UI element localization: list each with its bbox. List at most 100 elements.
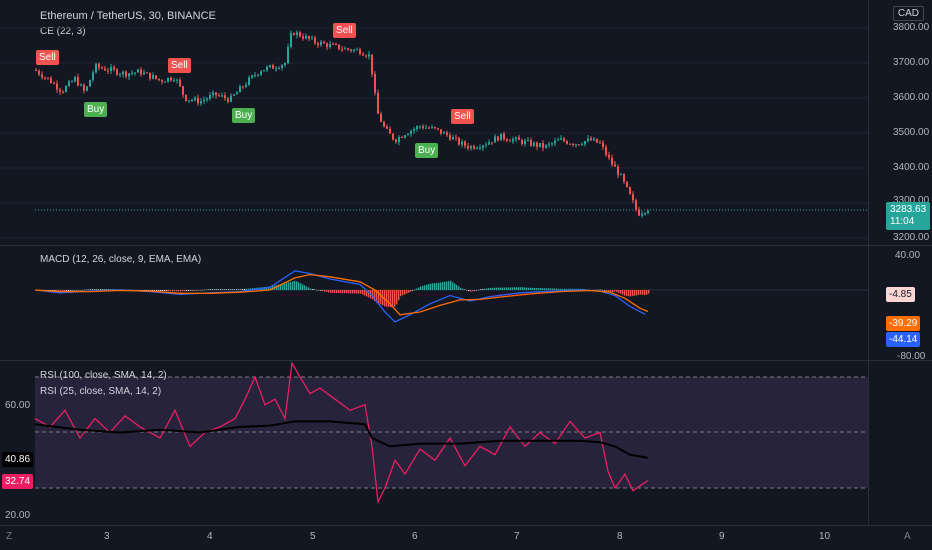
macd-hist-bar (70, 290, 72, 291)
signal-sell[interactable]: Sell (168, 58, 191, 73)
candle-body (395, 139, 397, 143)
macd-hist-bar (242, 289, 244, 290)
symbol-title[interactable]: Ethereum / TetherUS, 30, BINANCE (40, 10, 216, 22)
macd-hist-bar (436, 282, 438, 290)
candle-body (638, 209, 640, 216)
macd-hist-bar (330, 290, 332, 293)
macd-hist-bar (328, 290, 330, 293)
candle-body (377, 92, 379, 114)
macd-hist-bar (444, 281, 446, 290)
macd-hist-bar (350, 290, 352, 294)
macd-title[interactable]: MACD (12, 26, close, 9, EMA, EMA) (40, 254, 202, 265)
macd-hist-bar (358, 290, 360, 294)
macd-hist-bar (542, 288, 544, 290)
candle-body (635, 200, 637, 210)
macd-hist-bar (180, 290, 182, 292)
macd-hist-bar (278, 284, 280, 290)
signal-sell[interactable]: Sell (333, 23, 356, 38)
candle-body (80, 84, 82, 86)
candles-group (35, 30, 649, 218)
macd-hist-bar (206, 289, 208, 291)
candle-body (59, 89, 61, 92)
macd-hist-bar (404, 290, 406, 295)
candle-body (170, 77, 172, 81)
candle-body (230, 95, 232, 102)
macd-hist-bar (516, 287, 518, 290)
macd-hist-bar (488, 288, 490, 290)
macd-hist-bar (98, 289, 100, 290)
candle-body (542, 142, 544, 148)
time-label: 10 (819, 531, 831, 542)
macd-hist-bar (88, 289, 90, 290)
macd-hist-bar (90, 289, 92, 290)
timezone-toggle[interactable]: Z (6, 531, 13, 542)
rsi100-title[interactable]: RSI (100, close, SMA, 14, 2) (40, 370, 167, 381)
candle-body (305, 35, 307, 39)
macd-hist-bar (412, 290, 414, 291)
macd-hist-bar (528, 287, 530, 290)
candle-body (368, 54, 370, 57)
macd-hist-bar (390, 290, 392, 308)
macd-hist-bar (108, 289, 110, 290)
signal-buy[interactable]: Buy (232, 108, 256, 123)
macd-hist-bar (182, 290, 184, 292)
candle-body (647, 210, 649, 213)
macd-hist-bar (222, 289, 224, 290)
macd-hist-bar (552, 288, 554, 290)
time-label: 6 (412, 531, 418, 542)
candle-body (602, 142, 604, 147)
price-axis-separator (868, 0, 869, 526)
candle-body (452, 137, 454, 140)
macd-hist-bar (632, 290, 634, 297)
macd-hist-bar (92, 289, 94, 290)
macd-hist-bar (458, 286, 460, 290)
candle-body (248, 77, 250, 85)
macd-hist-bar (498, 287, 500, 290)
price-grid (0, 27, 868, 239)
candle-body (116, 69, 118, 75)
macd-line-value: -44.14 (886, 332, 921, 347)
signal-buy[interactable]: Buy (84, 102, 108, 117)
candle-body (134, 72, 136, 74)
macd-hist-bar (60, 290, 62, 292)
time-label: 5 (310, 531, 316, 542)
pane-separator-1[interactable] (0, 245, 932, 246)
candle-body (140, 69, 142, 75)
macd-hist-bar (464, 289, 466, 290)
currency-button[interactable]: CAD (892, 6, 924, 21)
macd-hist-bar (636, 290, 638, 296)
candle-body (641, 213, 643, 216)
macd-hist-bar (230, 289, 232, 290)
macd-hist-bar (402, 290, 404, 296)
candle-body (281, 65, 283, 69)
macd-tick: -80.00 (897, 351, 926, 362)
candle-body (314, 37, 316, 44)
candle-body (482, 145, 484, 148)
candle-body (599, 142, 601, 144)
candle-body (245, 84, 247, 87)
price-chart[interactable] (0, 0, 932, 245)
ce-indicator-label[interactable]: CE (22, 3) (40, 26, 86, 37)
rsi-chart[interactable] (0, 361, 932, 526)
macd-hist-bar (220, 289, 222, 290)
candle-body (143, 72, 145, 75)
candle-body (626, 181, 628, 188)
candle-body (374, 74, 376, 93)
macd-hist-bar (624, 290, 626, 296)
macd-hist-bar (620, 290, 622, 294)
candle-body (398, 136, 400, 143)
candle-body (623, 174, 625, 182)
pane-separator-2[interactable] (0, 360, 932, 361)
signal-sell[interactable]: Sell (451, 109, 474, 124)
signal-buy[interactable]: Buy (415, 143, 439, 158)
candle-body (221, 95, 223, 97)
rsi25-title[interactable]: RSI (25, close, SMA, 14, 2) (40, 386, 162, 397)
macd-hist-bar (76, 290, 78, 291)
macd-hist-bar (194, 290, 196, 291)
signal-sell[interactable]: Sell (36, 50, 59, 65)
macd-chart[interactable] (0, 246, 932, 360)
candle-body (563, 138, 565, 142)
auto-scale-toggle[interactable]: A (904, 531, 911, 542)
candle-body (53, 83, 55, 85)
candle-body (587, 138, 589, 142)
